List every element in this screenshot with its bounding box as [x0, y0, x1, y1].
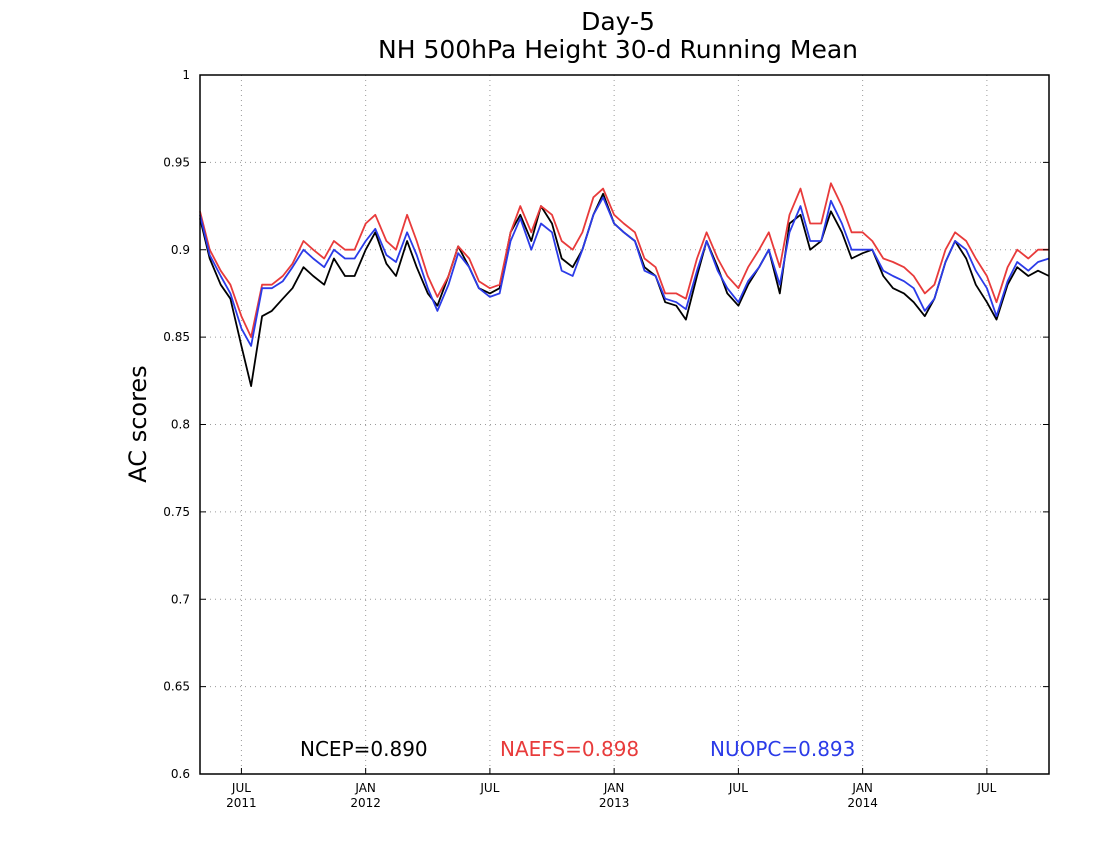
x-tick-label: JUL	[479, 781, 499, 795]
x-tick-year-label: 2012	[350, 796, 381, 810]
y-axis-label: AC scores	[124, 365, 152, 482]
y-tick-label: 0.8	[171, 418, 190, 432]
legend-entry-naefs: NAEFS=0.898	[500, 737, 639, 761]
x-tick-label: JUL	[231, 781, 251, 795]
x-tick-label: JAN	[603, 781, 625, 795]
y-tick-label: 0.9	[171, 243, 190, 257]
x-tick-label: JUL	[728, 781, 748, 795]
x-tick-year-label: 2013	[599, 796, 630, 810]
series-group	[199, 182, 1050, 388]
y-tick-label: 0.95	[163, 155, 190, 169]
y-tick-label: 0.65	[163, 680, 190, 694]
legend-entry-ncep: NCEP=0.890	[300, 737, 428, 761]
chart-title: Day-5	[581, 7, 655, 36]
series-line-naefs	[199, 182, 1049, 339]
plot-frame	[199, 74, 1050, 775]
legend-entry-nuopc: NUOPC=0.893	[710, 737, 855, 761]
x-tick-label: JAN	[354, 781, 376, 795]
x-tick-label: JAN	[851, 781, 873, 795]
x-tick-year-label: 2014	[847, 796, 878, 810]
y-tick-label: 1	[182, 68, 190, 82]
y-tick-label: 0.85	[163, 330, 190, 344]
x-tick-label: JUL	[976, 781, 996, 795]
y-axis-ticks: 0.6 0.65 0.7 0.75 0.8 0.85 0.9 0.95 1	[163, 68, 1049, 781]
series-line-nuopc	[199, 196, 1050, 347]
x-tick-year-label: 2011	[226, 796, 257, 810]
y-tick-label: 0.6	[171, 767, 190, 781]
y-tick-label: 0.75	[163, 505, 190, 519]
legend: NCEP=0.890 NAEFS=0.898 NUOPC=0.893	[300, 737, 855, 761]
y-tick-label: 0.7	[171, 592, 190, 606]
chart-subtitle: NH 500hPa Height 30-d Running Mean	[378, 35, 858, 64]
